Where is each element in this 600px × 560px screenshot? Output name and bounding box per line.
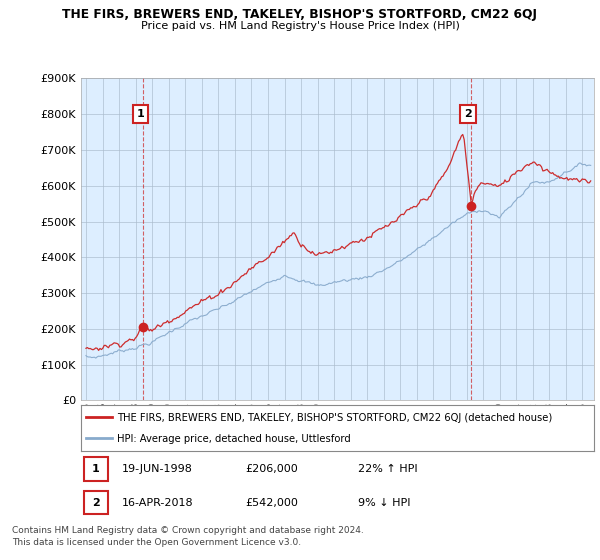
Text: £206,000: £206,000 (245, 464, 298, 474)
Text: 2: 2 (464, 109, 472, 119)
FancyBboxPatch shape (83, 458, 108, 480)
Text: 1: 1 (137, 109, 145, 119)
Text: 1: 1 (92, 464, 100, 474)
Text: THE FIRS, BREWERS END, TAKELEY, BISHOP'S STORTFORD, CM22 6QJ: THE FIRS, BREWERS END, TAKELEY, BISHOP'S… (62, 8, 538, 21)
Text: 9% ↓ HPI: 9% ↓ HPI (358, 497, 410, 507)
FancyBboxPatch shape (83, 491, 108, 514)
Text: 22% ↑ HPI: 22% ↑ HPI (358, 464, 418, 474)
Text: £542,000: £542,000 (245, 497, 298, 507)
Text: HPI: Average price, detached house, Uttlesford: HPI: Average price, detached house, Uttl… (117, 434, 350, 444)
Text: Contains HM Land Registry data © Crown copyright and database right 2024.: Contains HM Land Registry data © Crown c… (12, 526, 364, 535)
Text: This data is licensed under the Open Government Licence v3.0.: This data is licensed under the Open Gov… (12, 539, 301, 548)
Text: THE FIRS, BREWERS END, TAKELEY, BISHOP'S STORTFORD, CM22 6QJ (detached house): THE FIRS, BREWERS END, TAKELEY, BISHOP'S… (117, 413, 552, 423)
Text: 2: 2 (92, 497, 100, 507)
Text: 19-JUN-1998: 19-JUN-1998 (122, 464, 193, 474)
Text: 16-APR-2018: 16-APR-2018 (122, 497, 194, 507)
Text: Price paid vs. HM Land Registry's House Price Index (HPI): Price paid vs. HM Land Registry's House … (140, 21, 460, 31)
